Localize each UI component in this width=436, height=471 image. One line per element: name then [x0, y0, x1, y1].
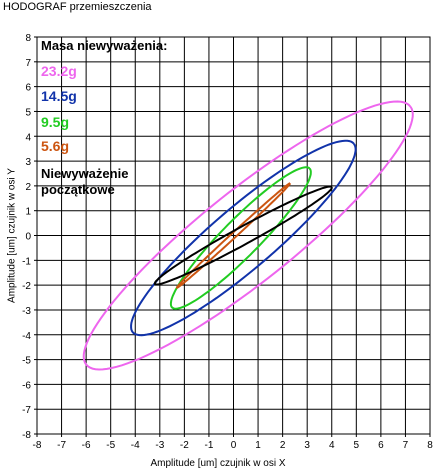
legend-item: 14.5g: [41, 88, 77, 104]
legend-item: Niewyważenie: [41, 166, 128, 181]
chart-title: HODOGRAF przemieszczenia: [3, 1, 152, 13]
series-ellipse: [169, 166, 312, 310]
y-axis-label: Amplitude [um] czujnik w osi Y: [6, 168, 18, 303]
y-tick-label: -8: [22, 430, 31, 441]
y-tick-label: 6: [25, 83, 31, 94]
x-tick-label: 7: [403, 440, 409, 451]
legend-item: 5.6g: [41, 138, 69, 154]
series-ellipse: [82, 100, 414, 371]
x-tick-label: 6: [378, 440, 384, 451]
x-tick-label: -1: [204, 440, 213, 451]
x-tick-label: 2: [280, 440, 286, 451]
legend-item: 23.2g: [41, 63, 77, 79]
x-tick-label: 4: [329, 440, 335, 451]
y-tick-label: -7: [22, 405, 31, 416]
legend-item: początkowe: [41, 182, 115, 197]
x-tick-label: -4: [131, 440, 140, 451]
y-tick-label: -3: [22, 306, 31, 317]
y-tick-label: 2: [25, 182, 31, 193]
x-tick-label: 5: [354, 440, 360, 451]
series-ellipse: [153, 185, 333, 286]
x-tick-label: -2: [180, 440, 189, 451]
y-tick-label: 4: [25, 132, 31, 143]
y-tick-label: -1: [22, 256, 31, 267]
y-tick-label: -2: [22, 281, 31, 292]
y-tick-label: -6: [22, 380, 31, 391]
y-tick-label: -5: [22, 356, 31, 367]
x-tick-label: 0: [231, 440, 237, 451]
y-tick-label: 3: [25, 157, 31, 168]
x-tick-label: -8: [33, 440, 42, 451]
y-tick-label: -4: [22, 331, 31, 342]
y-tick-label: 5: [25, 107, 31, 118]
x-tick-label: -7: [57, 440, 66, 451]
series-ellipse: [130, 139, 357, 337]
y-tick-label: 0: [25, 232, 31, 243]
x-tick-label: -3: [155, 440, 164, 451]
x-tick-label: 3: [304, 440, 310, 451]
y-tick-label: 1: [25, 207, 31, 218]
legend-item: 9.5g: [41, 114, 69, 130]
legend-title: Masa niewyważenia:: [41, 38, 167, 53]
x-tick-label: 8: [427, 440, 433, 451]
x-axis-label: Amplitude [um] czujnik w osi X: [150, 458, 286, 469]
y-tick-label: 8: [25, 33, 31, 44]
x-tick-label: 1: [255, 440, 261, 451]
x-tick-label: -6: [82, 440, 91, 451]
series-ellipse: [176, 182, 291, 289]
x-tick-label: -5: [106, 440, 115, 451]
y-tick-label: 7: [25, 58, 31, 69]
